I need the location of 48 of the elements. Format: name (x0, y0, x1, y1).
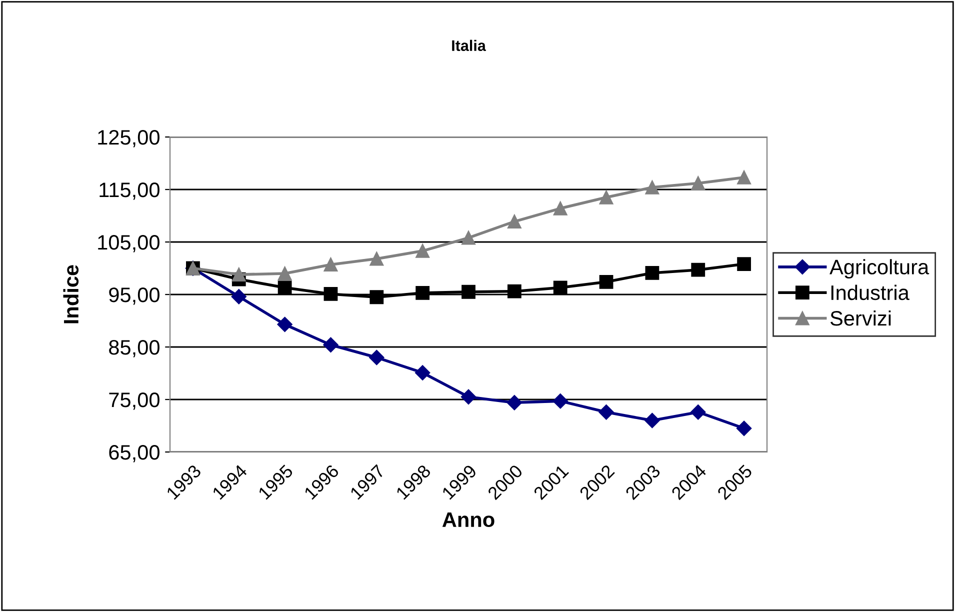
point (645, 180, 660, 194)
point (278, 266, 292, 280)
point (690, 404, 706, 420)
y-tick-label: 85,00 (109, 340, 160, 358)
point (736, 420, 752, 436)
legend-label: Industria (831, 284, 910, 300)
x-axis-title: Anno (442, 512, 494, 528)
point (232, 268, 246, 282)
point (691, 176, 706, 190)
point (598, 404, 614, 420)
point (462, 284, 476, 299)
point (507, 214, 522, 228)
y-tick-label: 115,00 (100, 182, 160, 200)
y-tick-label: 75,00 (109, 392, 160, 410)
point (324, 287, 338, 301)
point (278, 280, 292, 295)
legend-label: Agricoltura (830, 259, 930, 279)
y-tick-label: 65,00 (109, 445, 160, 462)
point (552, 394, 568, 409)
y-tick-label: 105,00 (98, 235, 160, 252)
point (462, 230, 476, 245)
point (645, 266, 660, 280)
point (507, 284, 522, 298)
point (553, 201, 568, 216)
point (737, 257, 751, 271)
point (460, 389, 476, 404)
point (691, 262, 706, 277)
point (323, 337, 338, 352)
point (599, 190, 614, 204)
y-axis-title: Indice (63, 265, 79, 324)
point (231, 289, 246, 304)
point (599, 274, 614, 289)
point (644, 412, 660, 428)
point (553, 280, 568, 295)
point (324, 258, 338, 272)
y-tick-label: 95,00 (109, 288, 160, 305)
point (737, 170, 751, 184)
y-tick-label: 125,00 (98, 130, 160, 148)
point (416, 286, 430, 300)
point (416, 244, 430, 258)
point (369, 350, 384, 366)
legend-label: Servizi (830, 310, 891, 326)
point (415, 365, 430, 380)
point (370, 252, 384, 266)
point (277, 316, 292, 332)
point (506, 395, 522, 410)
chart-title: Italia (452, 40, 486, 52)
point (370, 290, 384, 304)
